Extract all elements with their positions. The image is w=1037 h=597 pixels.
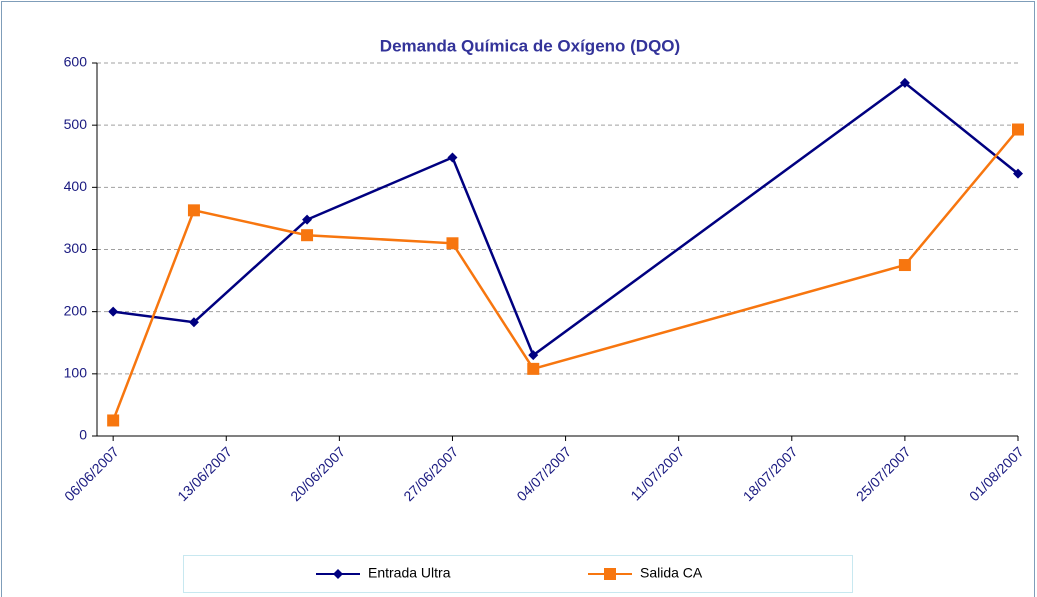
- marker: [302, 214, 313, 225]
- y-tick-label: 400: [64, 178, 88, 194]
- y-tick-label: 100: [64, 365, 88, 381]
- marker: [333, 569, 343, 579]
- y-tick-label: 600: [64, 54, 88, 70]
- marker: [301, 229, 314, 242]
- y-tick-label: 200: [64, 302, 88, 318]
- marker: [1013, 168, 1023, 179]
- marker: [604, 568, 616, 580]
- marker: [898, 259, 911, 272]
- marker: [528, 350, 539, 361]
- marker: [899, 77, 910, 88]
- marker: [1012, 123, 1024, 136]
- y-tick-label: 0: [79, 427, 87, 443]
- y-tick-label: 500: [64, 116, 88, 132]
- marker: [446, 237, 459, 250]
- marker: [188, 317, 199, 328]
- y-tick-label: 300: [64, 240, 88, 256]
- legend-label: Salida CA: [640, 565, 703, 581]
- marker: [187, 204, 200, 217]
- marker: [527, 362, 540, 375]
- legend-box: [183, 555, 853, 593]
- marker: [107, 414, 120, 427]
- marker: [108, 306, 119, 317]
- legend-label: Entrada Ultra: [368, 565, 451, 581]
- marker: [447, 152, 458, 163]
- chart-title: Demanda Química de Oxígeno (DQO): [380, 36, 680, 55]
